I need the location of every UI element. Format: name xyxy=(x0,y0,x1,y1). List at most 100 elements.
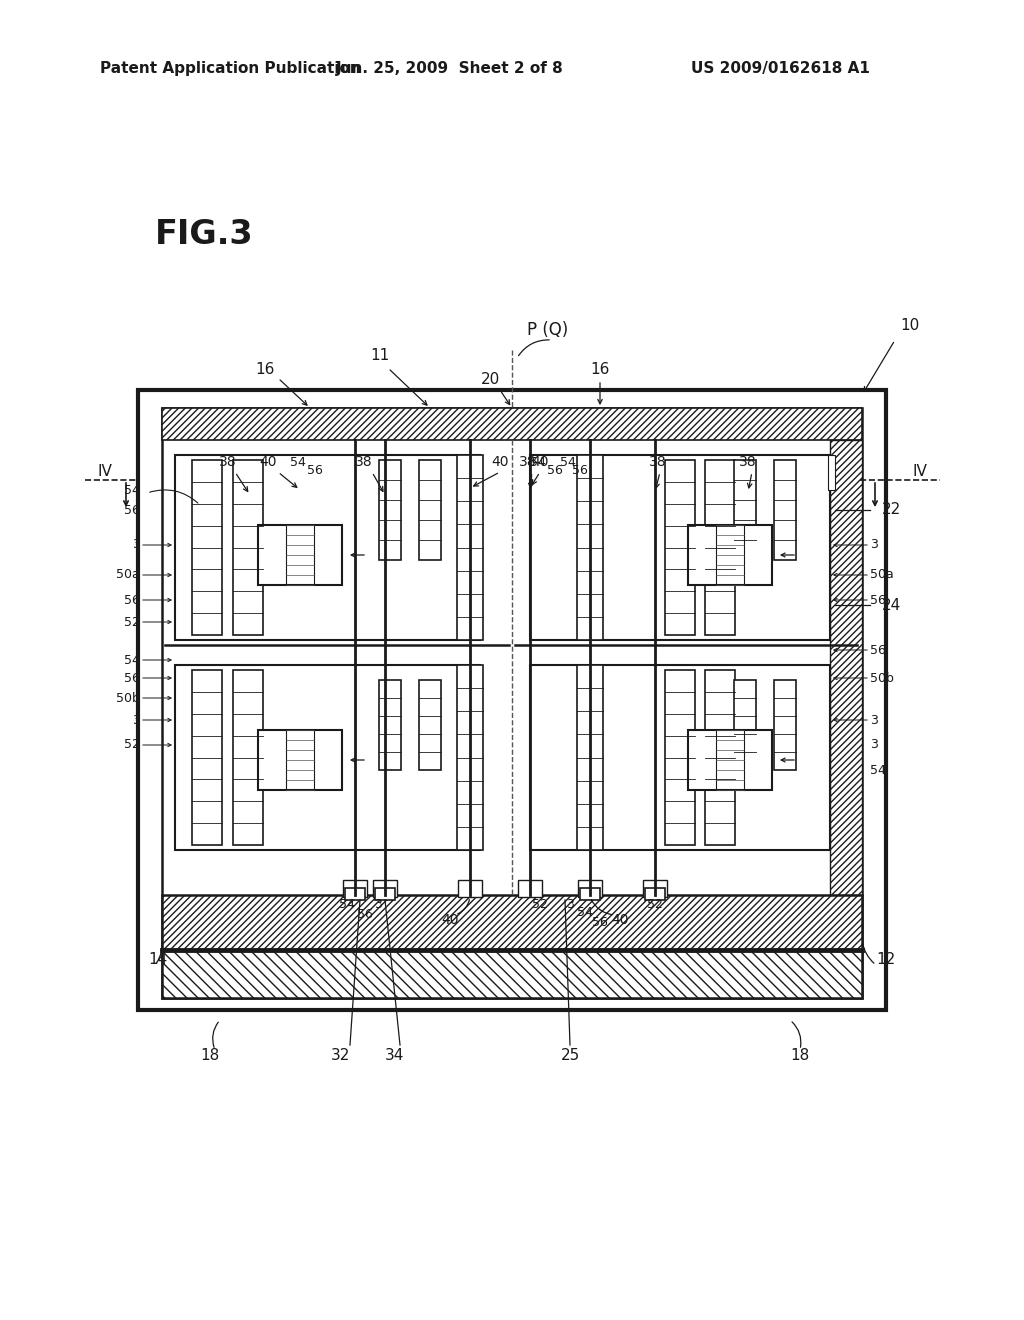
Text: 3: 3 xyxy=(566,899,573,912)
Text: 56: 56 xyxy=(124,503,140,516)
Text: 54: 54 xyxy=(290,455,306,469)
Text: 56: 56 xyxy=(592,916,608,928)
Text: 22: 22 xyxy=(882,503,901,517)
Text: 56: 56 xyxy=(547,463,563,477)
Text: 3: 3 xyxy=(132,539,140,552)
Bar xyxy=(419,680,441,770)
Text: 16: 16 xyxy=(590,363,609,378)
Text: 11: 11 xyxy=(371,347,389,363)
Bar xyxy=(734,459,756,560)
Text: 38: 38 xyxy=(739,455,757,469)
Text: 38: 38 xyxy=(649,455,667,469)
Bar xyxy=(643,880,667,898)
Text: 40: 40 xyxy=(259,455,276,469)
Bar xyxy=(379,459,401,560)
Text: 14: 14 xyxy=(148,953,167,968)
Text: 20: 20 xyxy=(480,372,500,388)
Text: 50a: 50a xyxy=(117,569,140,582)
Bar xyxy=(162,408,862,998)
Text: 3: 3 xyxy=(870,714,878,726)
Bar xyxy=(175,455,480,640)
Bar xyxy=(828,455,835,490)
Text: 56: 56 xyxy=(572,463,588,477)
Text: 3: 3 xyxy=(374,899,382,912)
Text: 52: 52 xyxy=(124,615,140,628)
Bar xyxy=(193,671,222,845)
Bar xyxy=(705,671,735,845)
Bar xyxy=(665,459,695,635)
Text: 34: 34 xyxy=(385,1048,404,1063)
Text: 56: 56 xyxy=(870,644,886,656)
Bar xyxy=(530,665,830,850)
Text: 32: 32 xyxy=(331,1048,349,1063)
Text: 56: 56 xyxy=(870,594,886,606)
Text: 50b: 50b xyxy=(870,672,894,685)
Bar xyxy=(258,525,342,585)
Text: 52: 52 xyxy=(124,738,140,751)
Bar xyxy=(373,880,397,898)
Bar xyxy=(379,680,401,770)
Bar xyxy=(138,389,886,1010)
Bar xyxy=(774,680,796,770)
Bar xyxy=(343,880,367,898)
Text: 18: 18 xyxy=(201,1048,219,1063)
Text: 24: 24 xyxy=(882,598,901,612)
Bar xyxy=(645,888,665,900)
Text: 40: 40 xyxy=(492,455,509,469)
Text: 54: 54 xyxy=(870,763,886,776)
Text: 16: 16 xyxy=(255,363,274,378)
Text: 56: 56 xyxy=(124,594,140,606)
Bar xyxy=(457,455,483,640)
Bar xyxy=(175,665,480,850)
Bar xyxy=(345,888,365,900)
Text: 54: 54 xyxy=(560,455,575,469)
Text: 40: 40 xyxy=(531,455,549,469)
Text: 54: 54 xyxy=(124,483,140,496)
Bar xyxy=(162,950,862,998)
Text: 52: 52 xyxy=(647,899,663,912)
Bar xyxy=(705,459,735,635)
Bar xyxy=(162,408,862,440)
Bar xyxy=(233,459,263,635)
Bar xyxy=(688,730,772,789)
Bar xyxy=(457,665,483,850)
Text: 3: 3 xyxy=(870,738,878,751)
Bar xyxy=(830,440,862,895)
Text: 3: 3 xyxy=(132,714,140,726)
Text: 54: 54 xyxy=(124,653,140,667)
Text: 10: 10 xyxy=(900,318,920,333)
Bar xyxy=(580,888,600,900)
Bar xyxy=(458,880,482,898)
Text: 12: 12 xyxy=(876,953,895,968)
Text: 38: 38 xyxy=(519,455,537,469)
Text: 56: 56 xyxy=(124,672,140,685)
Bar xyxy=(665,671,695,845)
Bar xyxy=(233,671,263,845)
Text: IV: IV xyxy=(97,465,113,479)
Bar xyxy=(518,880,542,898)
Text: 50b: 50b xyxy=(116,692,140,705)
Text: Jun. 25, 2009  Sheet 2 of 8: Jun. 25, 2009 Sheet 2 of 8 xyxy=(336,61,564,75)
Text: 3: 3 xyxy=(870,539,878,552)
Text: 18: 18 xyxy=(791,1048,810,1063)
Bar xyxy=(578,880,602,898)
Bar xyxy=(419,459,441,560)
Bar xyxy=(688,525,772,585)
Text: US 2009/0162618 A1: US 2009/0162618 A1 xyxy=(691,61,870,75)
Text: 25: 25 xyxy=(560,1048,580,1063)
Text: Patent Application Publication: Patent Application Publication xyxy=(100,61,360,75)
Bar xyxy=(734,680,756,770)
Text: P (Q): P (Q) xyxy=(527,321,568,339)
Text: 40: 40 xyxy=(441,913,459,927)
Bar xyxy=(258,730,342,789)
Bar xyxy=(577,665,603,850)
Text: 54: 54 xyxy=(530,455,546,469)
Text: IV: IV xyxy=(912,465,928,479)
Bar xyxy=(193,459,222,635)
Text: 50a: 50a xyxy=(870,569,894,582)
Text: 38: 38 xyxy=(355,455,373,469)
Text: 56: 56 xyxy=(357,908,373,921)
Bar xyxy=(774,459,796,560)
Bar xyxy=(530,455,830,640)
Text: 38: 38 xyxy=(219,455,237,469)
